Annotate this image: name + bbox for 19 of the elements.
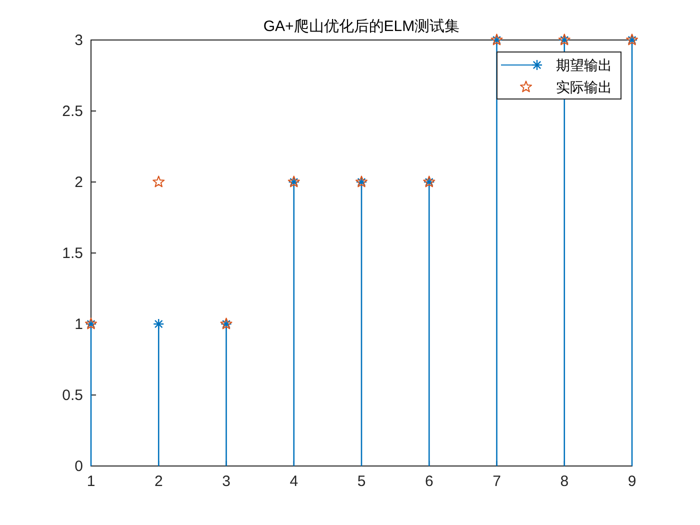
x-tick-label: 8 xyxy=(560,473,569,490)
legend-label: 实际输出 xyxy=(556,79,612,95)
y-tick-label: 1.5 xyxy=(62,245,83,262)
x-tick-label: 3 xyxy=(222,473,230,490)
x-tick-label: 1 xyxy=(86,473,96,490)
y-tick-label: 2 xyxy=(74,174,83,191)
y-tick-label: 0 xyxy=(74,458,83,475)
x-tick-label: 4 xyxy=(290,473,298,490)
x-tick-label: 2 xyxy=(154,473,163,490)
chart-title: GA+爬山优化后的ELM测试集 xyxy=(263,18,460,35)
y-tick-label: 3 xyxy=(74,32,83,49)
y-tick-label: 2.5 xyxy=(62,103,83,120)
x-tick-label: 9 xyxy=(628,473,636,490)
legend-label: 期望输出 xyxy=(556,57,612,73)
y-tick-label: 1 xyxy=(74,316,83,333)
x-tick-label: 5 xyxy=(357,473,366,490)
y-tick-label: 0.5 xyxy=(62,387,83,404)
x-tick-label: 7 xyxy=(492,473,501,490)
x-tick-label: 6 xyxy=(424,473,434,490)
